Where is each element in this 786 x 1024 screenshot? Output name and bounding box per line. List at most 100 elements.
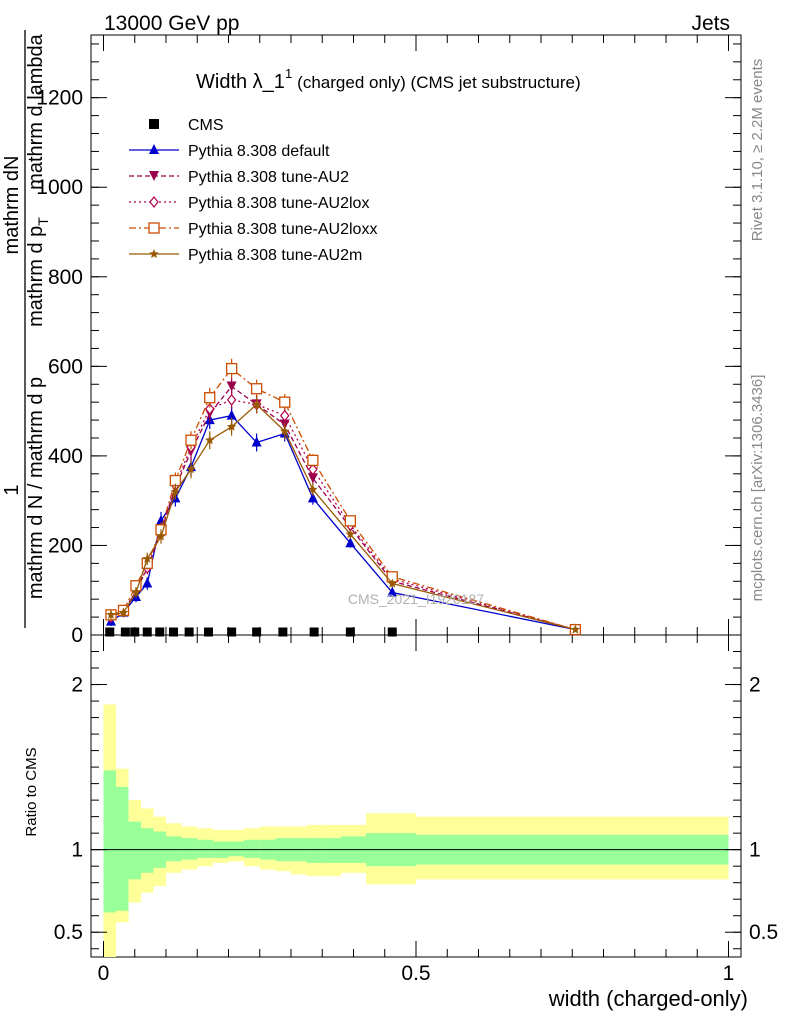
marker-open-diamond [308,463,318,476]
x-tick-label: 0.5 [401,962,430,985]
marker-star [205,435,215,445]
legend-item: CMS [149,117,224,134]
series-2 [106,377,581,635]
marker-star [118,607,129,617]
ratio-band-stat-bin [181,838,198,860]
marker-square [345,627,355,637]
marker-star [156,531,166,541]
marker-open-square [279,396,291,408]
legend-label: Pythia 8.308 tune-AU2loxx [188,221,377,238]
marker-open-square [307,454,319,467]
marker-open-square [148,222,160,234]
header-collision-label: 13000 GeV pp [104,12,239,35]
legend: CMS Pythia 8.308 default Pythia 8.308 tune… [129,117,377,264]
marker-open-square [344,515,357,527]
marker-square [204,627,213,637]
marker-square [105,627,115,637]
ylabel-pt-subscript: T [35,217,51,226]
ratio-tick-label: 1 [71,839,83,862]
axis-ticks: 0 200 400 600 800 1000 1200 0.5 0.5 1 1 2 2 0 0.5 1 [36,35,778,985]
title-superscript: 1 [285,66,292,81]
ratio-band-stat-bin [228,841,245,857]
ratio-tick-label: 0.5 [54,921,83,944]
ratio-band-stat-bin [116,786,129,911]
legend-item: Pythia 8.308 tune-AU2 [129,169,349,186]
marker-square [227,627,237,637]
marker-square [278,627,288,637]
ratio-band-stat-bin [166,836,182,862]
marker-open-diamond [204,402,215,415]
marker-open-square [204,392,216,404]
marker-star [308,484,318,494]
marker-star [106,609,116,619]
marker-square [252,627,262,637]
x-tick-label: 1 [723,962,735,985]
ylabel-numerator-one: 1 [1,484,23,495]
marker-triangle-down [226,381,237,392]
ratio-plot-frame [90,634,742,958]
legend-item: Pythia 8.308 tune-AU2lox [129,195,369,212]
analysis-watermark: CMS_2021_I1920187 [348,591,484,607]
marker-open-diamond [149,196,159,208]
marker-star [149,249,159,258]
ratio-band-stat-bin [322,838,341,863]
marker-triangle-up [345,537,356,548]
marker-triangle-down [307,473,318,484]
marker-star [186,464,196,474]
title-main: Width λ_1 [196,71,285,93]
marker-star [570,624,581,634]
ratio-band-stat-bin [128,821,141,880]
legend-item: Pythia 8.308 default [129,143,330,160]
main-ylabel: 1 mathrm dN mathrm d N / mathrm d p math… [1,30,51,628]
rivet-version-text: Rivet 3.1.10, ≥ 2.2M events [749,59,766,242]
legend-label: CMS [188,117,224,134]
ylabel-pt-text: mathrm d p [25,226,47,327]
marker-square [309,627,319,637]
marker-star [131,587,141,597]
marker-square [184,627,194,637]
marker-triangle-up [251,436,262,447]
marker-star [226,421,237,431]
series-line [110,385,576,631]
ylabel-denominator-part1: mathrm d N / mathrm d p [25,377,47,599]
main-tick-label: 600 [48,355,83,378]
marker-star [251,399,262,409]
marker-triangle-up [387,586,398,597]
series-0 [105,627,397,637]
marker-triangle-down [149,171,159,181]
x-tick-label: 0 [98,962,110,985]
main-tick-label: 0 [71,624,83,647]
marker-square [142,627,152,637]
marker-star [387,578,397,588]
series-3 [106,390,581,636]
main-tick-label: 1000 [36,176,83,199]
series-line [110,367,576,631]
ylabel-denominator-part2: mathrm d pT [25,217,51,327]
series-line [110,399,576,631]
legend-label: Pythia 8.308 default [188,143,330,160]
marker-open-square [225,362,238,375]
ratio-band-stat-bin [306,838,323,863]
plot-title: Width λ_11 (charged only) (CMS jet substr… [196,66,581,93]
legend-label: Pythia 8.308 tune-AU2 [188,169,349,186]
title-subtitle: (charged only) (CMS jet substructure) [297,73,580,92]
series-1 [106,406,581,634]
main-tick-label: 200 [48,534,83,557]
legend-item: Pythia 8.308 tune-AU2loxx [129,221,377,238]
marker-star [142,553,152,563]
ratio-band-stat-bin [141,828,154,873]
marker-star [345,529,356,539]
legend-label: Pythia 8.308 tune-AU2lox [188,195,369,212]
header-category-label: Jets [691,12,730,35]
series-line [110,414,576,631]
marker-triangle-up [226,409,237,420]
legend-item: Pythia 8.308 tune-AU2m [129,247,362,264]
ratio-tick-label-right: 2 [749,674,761,697]
ratio-tick-label: 2 [71,674,83,697]
ratio-band-stat-bin [103,770,116,913]
main-tick-label: 1200 [36,87,83,110]
ratio-ylabel: Ratio to CMS [23,747,40,836]
marker-square [155,627,165,637]
marker-square [149,119,159,129]
main-tick-label: 400 [48,445,83,468]
